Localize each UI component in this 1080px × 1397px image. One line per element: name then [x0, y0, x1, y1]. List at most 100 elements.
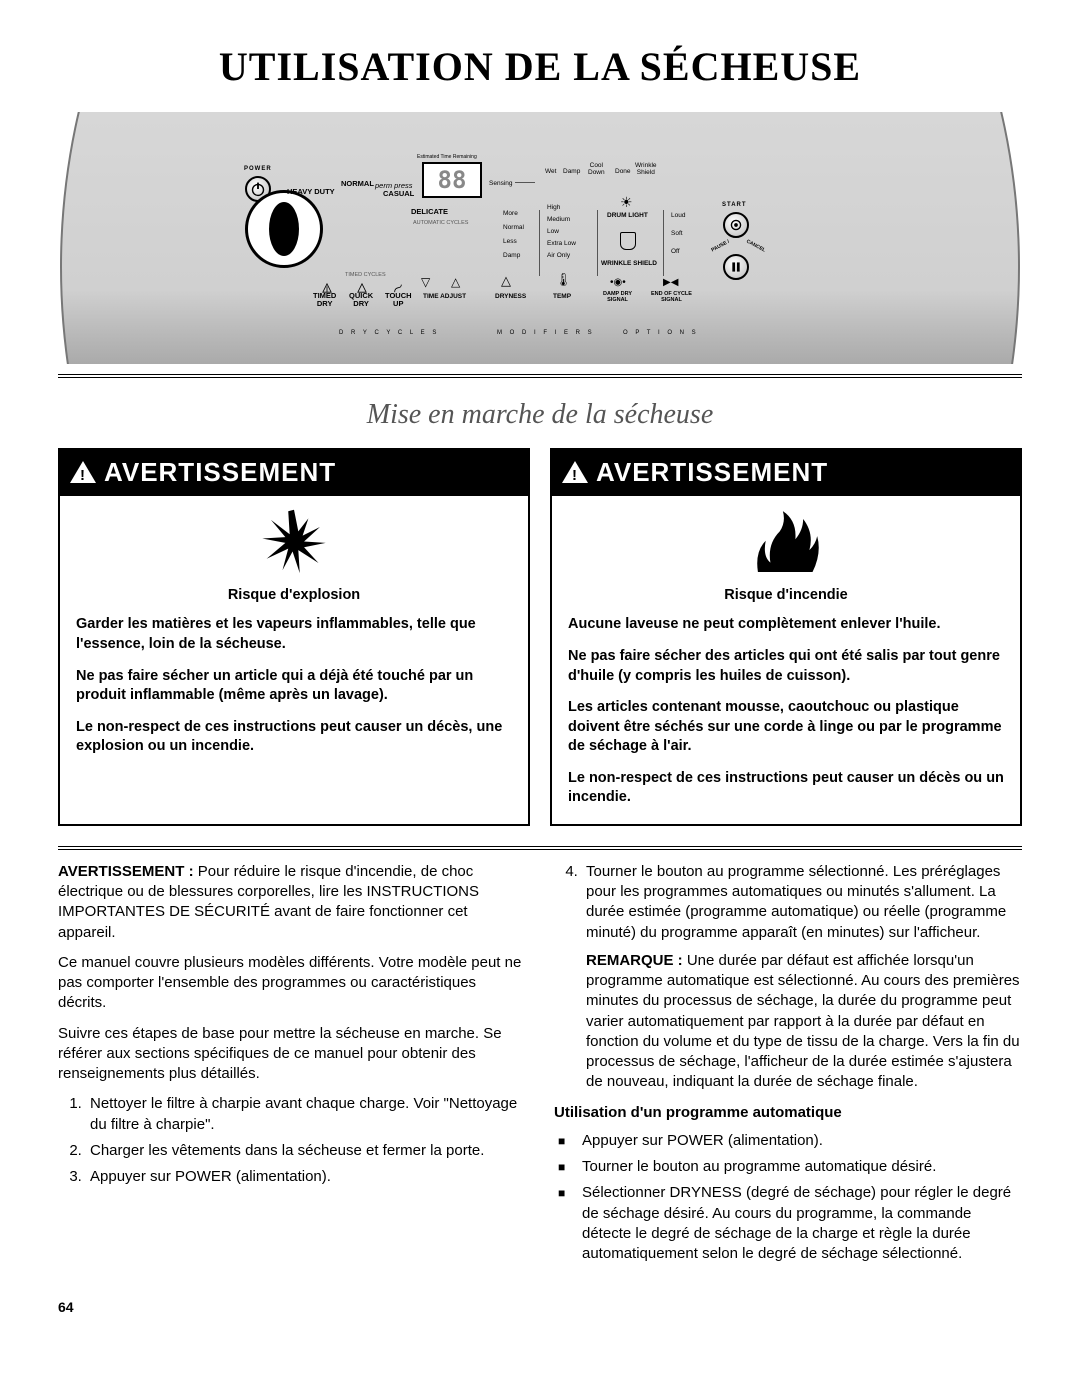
temp-extra-low: Extra Low: [547, 240, 576, 247]
step-2-text: Charger les vêtements dans la sécheuse e…: [90, 1142, 484, 1159]
time-adjust-label: TIME ADJUST: [423, 293, 466, 300]
avert-lead: AVERTISSEMENT :: [58, 863, 198, 880]
shirt-icon: [620, 232, 636, 250]
steps-list-cont: Tourner le bouton au programme sélection…: [554, 862, 1022, 1093]
warn-p3: Les articles contenant mousse, caoutchou…: [568, 698, 1004, 757]
sensing-label: Sensing: [489, 180, 513, 187]
bullet-1: Appuyer sur POWER (alimentation).: [578, 1131, 1022, 1151]
cat-mod: M O D I F I E R S: [497, 330, 595, 337]
status-cool: Cool Down: [588, 162, 605, 176]
bullet-2: Tourner le bouton au programme automatiq…: [578, 1157, 1022, 1177]
auto-bullets: Appuyer sur POWER (alimentation). Tourne…: [554, 1131, 1022, 1265]
warn-p1: Aucune laveuse ne peut complètement enle…: [568, 615, 1004, 635]
para-models: Ce manuel couvre plusieurs modèles diffé…: [58, 953, 526, 1014]
cat-opt: O P T I O N S: [623, 330, 699, 337]
remark-para: REMARQUE : Une durée par défaut est affi…: [586, 951, 1022, 1093]
warning-row: AVERTISSEMENT Risque d'explosion Garder …: [58, 448, 1022, 826]
warning-fire: AVERTISSEMENT Risque d'incendie Aucune l…: [550, 448, 1022, 826]
step-1-text: Nettoyer le filtre à charpie avant chaqu…: [90, 1095, 517, 1132]
dial-normal: NORMAL: [341, 180, 374, 188]
bullet-3: Sélectionner DRYNESS (degré de séchage) …: [578, 1183, 1022, 1264]
temp-low: Low: [547, 228, 559, 235]
time-up-icon: △: [451, 276, 460, 289]
warn-p2: Ne pas faire sécher un article qui a déj…: [76, 667, 512, 706]
temp-air: Air Only: [547, 252, 570, 259]
dryness-damp: Damp: [503, 252, 520, 259]
section-subtitle: Mise en marche de la sécheuse: [58, 396, 1022, 434]
auto-header: Utilisation d'un programme automatique: [554, 1103, 1022, 1123]
page-title: UTILISATION DE LA SÉCHEUSE: [58, 40, 1022, 94]
dryness-normal: Normal: [503, 224, 524, 231]
time-display: 88: [422, 162, 482, 198]
warning-triangle-icon: [70, 461, 96, 483]
step-2: Charger les vêtements dans la sécheuse e…: [86, 1141, 526, 1161]
dryness-label: DRYNESS: [495, 293, 526, 300]
temp-icon: 🌡: [555, 273, 572, 287]
warning-triangle-icon: [562, 461, 588, 483]
dryness-more: More: [503, 210, 518, 217]
cycle-dial-icon: [245, 190, 323, 268]
steps-list: Nettoyer le filtre à charpie avant chaqu…: [58, 1094, 526, 1187]
status-damp: Damp: [563, 168, 580, 175]
risk-title: Risque d'incendie: [568, 586, 1004, 606]
damp-dry-icon: •◉•: [610, 277, 626, 288]
dial-quick-dry: QUICK DRY: [349, 292, 373, 309]
divider: [58, 846, 1022, 850]
para-steps-intro: Suivre ces étapes de base pour mettre la…: [58, 1024, 526, 1085]
divider: [58, 374, 1022, 378]
temp-medium: Medium: [547, 216, 570, 223]
warn-p2: Ne pas faire sécher des articles qui ont…: [568, 647, 1004, 686]
eoc-icon: ▶◀: [663, 277, 678, 288]
wrinkle-shield-label: WRINKLE SHIELD: [601, 260, 657, 267]
left-column: AVERTISSEMENT : Pour réduire le risque d…: [58, 862, 526, 1271]
control-panel-illustration: POWER HEAVY DUTY NORMAL perm press CASUA…: [60, 112, 1020, 364]
pause-label-right: CANCEL: [745, 239, 766, 254]
warning-label: AVERTISSEMENT: [104, 455, 336, 490]
dial-timed: TIMED CYCLES: [345, 272, 386, 278]
status-wrinkle: Wrinkle Shield: [635, 162, 657, 176]
step-3: Appuyer sur POWER (alimentation).: [86, 1167, 526, 1187]
pause-label-left: PAUSE /: [711, 240, 731, 254]
warning-label: AVERTISSEMENT: [596, 455, 828, 490]
dryness-icon: △: [501, 274, 511, 288]
dial-auto: AUTOMATIC CYCLES: [413, 220, 468, 226]
signal-soft: Soft: [671, 230, 683, 237]
pause-button-icon: [723, 254, 749, 280]
drum-light-label: DRUM LIGHT: [607, 212, 648, 219]
time-down-icon: ▽: [421, 276, 430, 289]
warn-p1: Garder les matières et les vapeurs infla…: [76, 615, 512, 654]
step-4: Tourner le bouton au programme sélection…: [582, 862, 1022, 1093]
signal-loud: Loud: [671, 212, 685, 219]
est-time-label: Estimated Time Remaining: [417, 155, 477, 161]
remark-text: Une durée par défaut est affichée lorsqu…: [586, 952, 1020, 1091]
step-1: Nettoyer le filtre à charpie avant chaqu…: [86, 1094, 526, 1135]
signal-off: Off: [671, 248, 680, 255]
dial-casual: CASUAL: [383, 190, 414, 198]
dial-touch-up: TOUCH UP: [385, 292, 412, 309]
remark-lead: REMARQUE :: [586, 952, 687, 969]
warn-p4: Le non-respect de ces instructions peut …: [568, 769, 1004, 808]
step-4-text: Tourner le bouton au programme sélection…: [586, 863, 1006, 941]
warning-header: AVERTISSEMENT: [552, 450, 1020, 496]
step-3-text: Appuyer sur POWER (alimentation).: [90, 1168, 331, 1185]
status-done: Done: [615, 168, 631, 175]
temp-label: TEMP: [553, 293, 571, 300]
dial-heavy-duty: HEAVY DUTY: [287, 188, 335, 196]
drum-light-icon: ☀: [620, 195, 633, 210]
dryness-less: Less: [503, 238, 517, 245]
start-label: START: [722, 202, 747, 209]
explosion-icon: [258, 504, 330, 576]
dial-delicate: DELICATE: [411, 208, 448, 216]
temp-high: High: [547, 204, 560, 211]
avert-para: AVERTISSEMENT : Pour réduire le risque d…: [58, 862, 526, 943]
eoc-label: END OF CYCLE SIGNAL: [651, 291, 692, 303]
status-wet: Wet: [545, 168, 556, 175]
right-column: Tourner le bouton au programme sélection…: [554, 862, 1022, 1271]
body-columns: AVERTISSEMENT : Pour réduire le risque d…: [58, 862, 1022, 1271]
dial-timed-dry: TIMED DRY: [313, 292, 336, 309]
page-number: 64: [58, 1298, 1022, 1317]
warning-header: AVERTISSEMENT: [60, 450, 528, 496]
damp-dry-label: DAMP DRY SIGNAL: [603, 291, 632, 303]
warning-explosion: AVERTISSEMENT Risque d'explosion Garder …: [58, 448, 530, 826]
fire-icon: [747, 504, 825, 576]
